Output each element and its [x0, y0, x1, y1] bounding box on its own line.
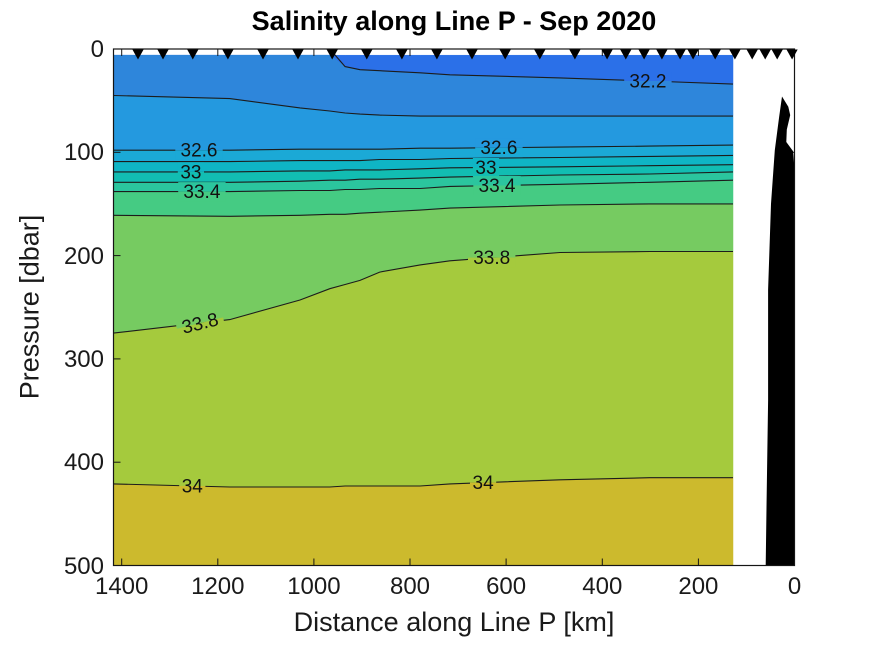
y-tick-label: 0 [90, 36, 104, 63]
y-tick-label: 200 [63, 242, 104, 270]
station-marker [222, 49, 234, 60]
svg-text:34: 34 [473, 473, 495, 494]
station-marker [709, 49, 721, 60]
salinity-band->_34.0 [113, 477, 734, 566]
station-marker [326, 49, 338, 60]
axis-frame [112, 48, 796, 567]
contour-line-33.2 [113, 171, 734, 183]
x-tick-label: 400 [582, 573, 623, 600]
y-tick-label: 300 [63, 345, 104, 373]
contour-line-34 [113, 477, 733, 488]
contour-line-33 [113, 164, 734, 173]
contour-label-34: 34 [470, 473, 497, 494]
station-marker [786, 49, 798, 60]
contour-label-33: 33 [472, 158, 500, 179]
contour-label-33.4: 33.4 [473, 176, 521, 197]
station-marker [257, 49, 269, 60]
contour-label-33: 33 [177, 162, 204, 183]
station-marker [499, 49, 511, 60]
svg-text:32.6: 32.6 [480, 138, 517, 159]
svg-text:32.6: 32.6 [181, 141, 218, 162]
contour-label-33.4: 33.4 [178, 182, 226, 203]
x-tick-label: 600 [486, 573, 527, 600]
contour-label-33.8: 33.8 [468, 248, 516, 269]
station-marker [656, 49, 668, 60]
svg-text:33.4: 33.4 [479, 176, 516, 197]
contour-label-33.8: 33.8 [174, 308, 226, 339]
contour-line-33.6 [113, 203, 733, 217]
svg-text:33: 33 [475, 158, 496, 179]
station-marker [292, 49, 304, 60]
station-marker [534, 49, 546, 60]
y-tick-label: 100 [63, 139, 104, 167]
station-marker [569, 49, 581, 60]
station-marker [771, 49, 783, 60]
contour-line-32.6 [113, 144, 734, 151]
contour-label-32.6: 32.6 [475, 138, 523, 159]
contour-line-32.4 [113, 94, 733, 117]
y-axis-label: Pressure [dbar] [14, 214, 45, 400]
contour-line-32.8 [113, 154, 734, 163]
station-marker [466, 49, 478, 60]
x-tick-label: 200 [678, 573, 719, 600]
station-marker [396, 49, 408, 60]
plot-title: Salinity along Line P - Sep 2020 [251, 6, 657, 36]
x-tick-label: 800 [389, 573, 431, 600]
x-tick-label: 1400 [94, 573, 149, 600]
contour-label-32.6: 32.6 [175, 140, 223, 162]
station-marker [601, 49, 613, 60]
station-marker [638, 49, 650, 60]
contour-line-33.4 [113, 179, 734, 193]
svg-text:33: 33 [180, 162, 201, 183]
svg-text:33.8: 33.8 [473, 248, 510, 269]
contour-line-33.8 [113, 250, 733, 334]
station-marker [729, 49, 741, 60]
svg-text:32.2: 32.2 [629, 72, 666, 93]
station-marker [187, 49, 199, 60]
contour-label-32.2: 32.2 [624, 71, 672, 93]
station-marker [620, 49, 632, 60]
station-marker [361, 49, 373, 60]
contour-line-32.2 [329, 48, 734, 85]
station-marker [746, 49, 758, 60]
station-marker [157, 49, 169, 60]
y-tick-label: 400 [63, 449, 104, 477]
station-marker [674, 49, 686, 60]
x-axis-label: Distance along Line P [km] [293, 607, 615, 637]
contour-label-34: 34 [179, 476, 206, 498]
station-marker [132, 49, 144, 60]
bathymetry-silhouette [765, 96, 794, 566]
y-tick-label: 500 [63, 552, 104, 580]
station-marker [431, 49, 443, 60]
station-marker [759, 49, 771, 60]
station-marker [687, 49, 699, 60]
x-tick-label: 1000 [287, 573, 341, 600]
x-tick-label: 0 [787, 573, 802, 600]
x-tick-label: 1200 [191, 573, 245, 600]
svg-text:34: 34 [182, 477, 204, 498]
svg-text:33.4: 33.4 [183, 182, 220, 203]
